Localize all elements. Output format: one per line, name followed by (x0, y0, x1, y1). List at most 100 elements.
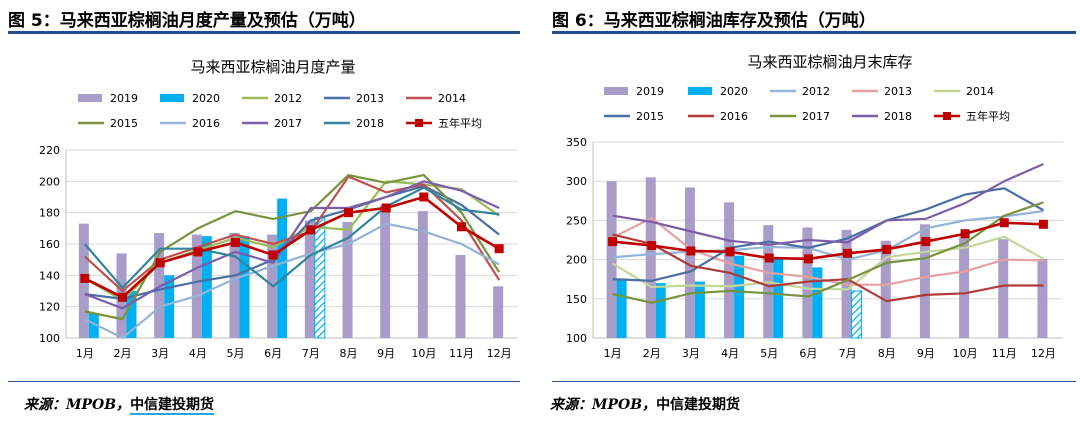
line-2015 (84, 173, 501, 321)
bar-2019-1 (606, 181, 617, 338)
y-tick-label: 200 (39, 175, 60, 188)
legend-swatch (688, 87, 712, 95)
x-tick-label: 9月 (917, 347, 935, 360)
legend-swatch (160, 94, 184, 102)
legend-item: 2013 (324, 92, 384, 105)
y-tick-label: 100 (566, 332, 587, 345)
legend-label: 2018 (356, 117, 384, 130)
legend-item: 五年平均 (934, 109, 1010, 123)
bar-2019-7 (304, 220, 315, 338)
y-tick-label: 220 (39, 144, 60, 157)
source-org: 中信建投期货 (130, 397, 215, 415)
bar-2019-5 (229, 233, 240, 338)
legend-item: 2018 (324, 117, 384, 130)
legend-label: 2019 (110, 92, 138, 105)
avg-marker-3 (155, 258, 165, 268)
x-tick-label: 6月 (264, 347, 282, 360)
y-tick-label: 160 (39, 238, 60, 251)
avg-marker-11 (999, 218, 1009, 228)
y-tick-label: 150 (566, 293, 587, 306)
legend-label: 2017 (802, 110, 830, 123)
bar-2020-3 (694, 281, 705, 338)
avg-marker-2 (647, 240, 657, 250)
avg-marker-6 (268, 250, 278, 260)
legend-label: 2017 (274, 117, 302, 130)
bar-2020-3 (164, 275, 175, 338)
avg-marker-12 (1038, 219, 1048, 229)
avg-marker-3 (686, 246, 696, 256)
bar-2020-6 (277, 198, 288, 338)
legend-label: 2013 (356, 92, 384, 105)
bar-2020-2 (655, 283, 666, 338)
avg-marker-8 (882, 244, 892, 254)
legend-marker (415, 119, 423, 127)
y-tick-label: 180 (39, 207, 60, 220)
legend-label: 2014 (966, 85, 994, 98)
avg-marker-10 (960, 229, 970, 239)
bar-2019-8 (342, 222, 353, 338)
legend-item: 2018 (852, 110, 912, 123)
legend-item: 2019 (78, 92, 138, 105)
x-tick-label: 8月 (878, 347, 896, 360)
legend-item: 2017 (770, 110, 830, 123)
y-tick-label: 200 (566, 254, 587, 267)
bar-2019-3 (154, 233, 165, 338)
avg-marker-4 (725, 247, 735, 257)
inventory-chart: 马来西亚棕榈油月末库存 2019 2020 2012 2013 2014 2015 2016 2… (566, 53, 1063, 360)
legend-label: 2015 (636, 110, 664, 123)
production-chart: 马来西亚棕榈油月度产量 2019 2020 2012 2013 2014 2015 2016 2… (39, 58, 518, 360)
avg-marker-1 (608, 237, 618, 247)
source-org: 中信建投期货 (656, 397, 741, 413)
legend-label: 五年平均 (438, 116, 482, 130)
y-tick-label: 100 (39, 332, 60, 345)
y-tick-label: 140 (39, 269, 60, 282)
avg-marker-9 (921, 237, 931, 247)
legend-item: 2012 (770, 85, 830, 98)
figure-6-bottom-rule (552, 381, 1076, 382)
x-tick-label: 12月 (487, 347, 512, 360)
bar-2019-8 (880, 240, 891, 338)
legend-label: 2018 (884, 110, 912, 123)
legend-item: 2020 (688, 85, 748, 98)
legend-label: 2012 (802, 85, 830, 98)
legend-label: 2020 (720, 85, 748, 98)
legend-item: 2019 (604, 85, 664, 98)
bar-2020-1 (616, 278, 627, 338)
legend-marker (943, 112, 951, 120)
avg-marker-9 (381, 203, 391, 213)
avg-marker-5 (231, 237, 240, 247)
legend-label: 2016 (720, 110, 748, 123)
legend-label: 2013 (884, 85, 912, 98)
bar-2020-5 (239, 236, 250, 338)
legend-label: 五年平均 (966, 109, 1010, 123)
legend-item: 2017 (242, 117, 302, 130)
y-tick-label: 350 (566, 136, 587, 149)
legend-item: 2014 (934, 85, 994, 98)
bar-2020-4 (201, 236, 212, 338)
line-2018 (612, 162, 1044, 246)
line-2017 (612, 201, 1044, 304)
x-tick-label: 7月 (302, 347, 320, 360)
bar-2020-2 (126, 291, 137, 338)
legend-item: 五年平均 (406, 116, 482, 130)
legend-item: 2020 (160, 92, 220, 105)
bar-2020-1 (88, 312, 99, 338)
bar-2019-9 (919, 224, 930, 338)
line-2016 (612, 233, 1044, 303)
avg-marker-10 (419, 192, 429, 202)
legend-swatch (604, 87, 628, 95)
figure-5-source: 来源：MPOB，中信建投期货 (24, 394, 215, 415)
x-tick-label: 2月 (643, 347, 661, 360)
line-2017 (84, 180, 500, 310)
avg-marker-6 (803, 254, 813, 264)
legend-item: 2015 (604, 110, 664, 123)
x-tick-label: 10月 (953, 347, 978, 360)
line-五年平均 (84, 195, 500, 299)
avg-marker-8 (344, 208, 353, 218)
source-prefix: 来源：MPOB， (550, 397, 657, 413)
legend-label: 2015 (110, 117, 138, 130)
bar-2019-3 (684, 187, 695, 338)
legend-swatch (78, 94, 102, 102)
x-tick-label: 3月 (151, 347, 169, 360)
x-tick-label: 10月 (411, 347, 436, 360)
